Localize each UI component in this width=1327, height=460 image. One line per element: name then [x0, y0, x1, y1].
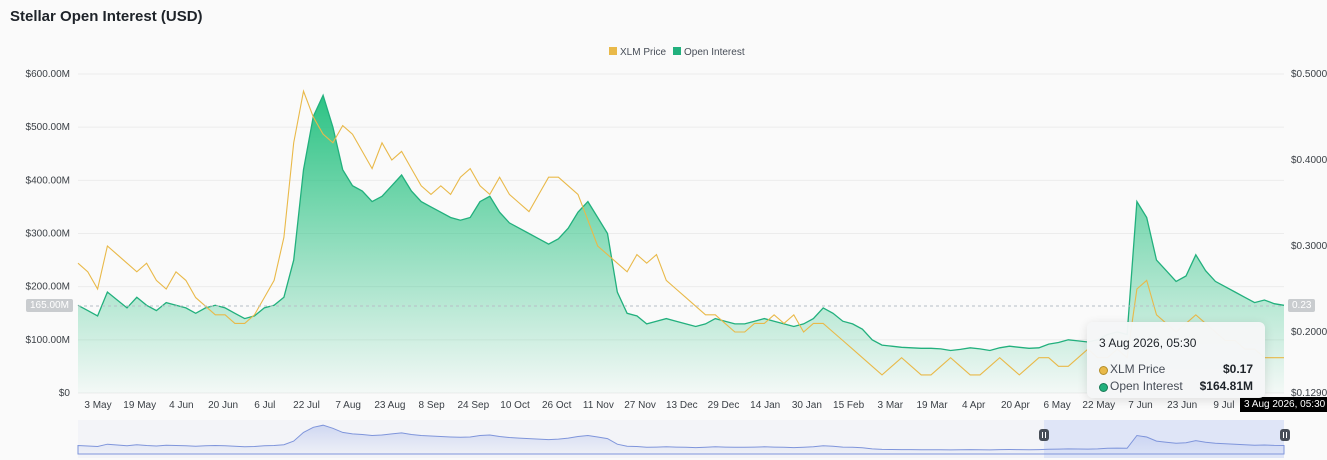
crosshair-oi-label: 165.00M: [26, 299, 73, 312]
xlm-price-line: [77, 89, 1284, 376]
x-tick-label: 9 Jul: [1213, 400, 1234, 411]
x-tick-label: 6 Jul: [254, 400, 275, 411]
open-interest-area: [78, 95, 1284, 394]
chart-legend: XLM Price Open Interest: [609, 47, 745, 58]
y-left-tick-label: $200.00M: [26, 282, 70, 293]
tooltip-row-open-interest: Open Interest $164.81M: [1099, 379, 1253, 395]
tooltip-value-xlm-price: $0.17: [1222, 362, 1253, 376]
crosshair-date-label: 3 Aug 2026, 05:30: [1240, 397, 1327, 412]
series-layer: [77, 89, 1285, 394]
x-tick-label: 7 Jun: [1128, 400, 1152, 411]
legend-swatch-open-interest: [673, 47, 681, 55]
x-tick-label: 4 Apr: [962, 400, 986, 411]
tooltip-value-open-interest: $164.81M: [1199, 379, 1253, 393]
page-title: Stellar Open Interest (USD): [10, 8, 203, 25]
legend-label-open-interest: Open Interest: [684, 47, 745, 58]
tooltip-row-xlm-price: XLM Price $0.17: [1099, 362, 1253, 378]
y-left-tick-label: $300.00M: [26, 229, 70, 240]
open-interest-line: [77, 93, 1285, 352]
x-tick-label: 14 Jan: [750, 400, 780, 411]
legend-label-xlm-price: XLM Price: [620, 47, 667, 58]
y-axis-left: $0 $100.00M $200.00M $300.00M $400.00M $500.0…: [26, 69, 71, 399]
range-navigator[interactable]: [77, 420, 1285, 458]
x-tick-label: 20 Jun: [208, 400, 238, 411]
y-left-tick-label: $600.00M: [26, 69, 70, 80]
y-right-tick-label: $0.1290: [1291, 388, 1327, 399]
x-tick-label: 7 Aug: [335, 400, 361, 411]
legend-swatch-xlm-price: [609, 47, 617, 55]
x-axis: 3 May 19 May 4 Jun 20 Jun 6 Jul 22 Jul 7 Aug 23…: [84, 400, 1234, 411]
tooltip-label-xlm-price: XLM Price: [1110, 362, 1166, 376]
x-tick-label: 19 Mar: [916, 400, 948, 411]
x-tick-label: 29 Dec: [708, 400, 740, 411]
tooltip-label-open-interest: Open Interest: [1110, 379, 1183, 393]
x-tick-label: 24 Sep: [457, 400, 489, 411]
navigator-left-handle[interactable]: [1039, 429, 1049, 441]
x-tick-label: 10 Oct: [500, 400, 530, 411]
chart-tooltip: 3 Aug 2026, 05:30 XLM Price $0.17 Open I…: [1087, 322, 1265, 398]
y-right-tick-label: $0.5000: [1291, 69, 1327, 80]
x-tick-label: 8 Sep: [419, 400, 446, 411]
x-tick-label: 27 Nov: [624, 400, 656, 411]
x-tick-label: 6 May: [1043, 400, 1070, 411]
x-tick-label: 3 May: [84, 400, 111, 411]
x-tick-label: 22 Jul: [293, 400, 320, 411]
x-tick-label: 20 Apr: [1001, 400, 1031, 411]
x-tick-label: 30 Jan: [792, 400, 822, 411]
tooltip-date: 3 Aug 2026, 05:30: [1099, 336, 1197, 350]
navigator-right-handle[interactable]: [1280, 429, 1290, 441]
y-left-tick-label: $100.00M: [26, 335, 70, 346]
y-left-tick-label: $0: [59, 388, 71, 399]
x-tick-label: 3 Mar: [878, 400, 904, 411]
y-right-tick-label: $0.2000: [1291, 327, 1327, 338]
y-left-tick-label: $400.00M: [26, 175, 70, 186]
x-tick-label: 26 Oct: [542, 400, 572, 411]
navigator-series: [77, 424, 1285, 455]
x-tick-label: 11 Nov: [583, 400, 614, 411]
x-tick-label: 4 Jun: [169, 400, 193, 411]
x-tick-label: 23 Jun: [1167, 400, 1197, 411]
x-tick-label: 19 May: [123, 400, 156, 411]
y-axis-right: $0.1290 $0.2000 $0.3000 $0.4000 $0.5000: [1291, 69, 1327, 399]
crosshair-price-label: 0.23: [1288, 299, 1316, 312]
x-tick-label: 15 Feb: [833, 400, 865, 411]
tooltip-dot-xlm-price: [1099, 366, 1108, 375]
tooltip-dot-open-interest: [1099, 383, 1108, 392]
x-tick-label: 22 May: [1082, 400, 1115, 411]
y-right-tick-label: $0.4000: [1291, 155, 1327, 166]
x-tick-label: 23 Aug: [374, 400, 405, 411]
y-right-tick-label: $0.3000: [1291, 241, 1327, 252]
y-left-tick-label: $500.00M: [26, 122, 70, 133]
x-tick-label: 13 Dec: [666, 400, 698, 411]
